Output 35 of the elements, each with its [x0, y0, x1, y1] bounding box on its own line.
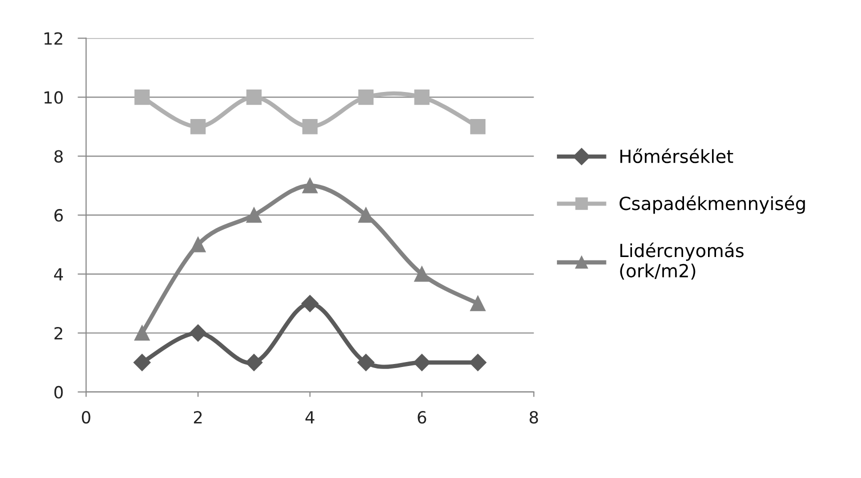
point	[470, 296, 486, 312]
legend-label: Lidércnyomás (ork/m2)	[620, 242, 744, 280]
y-tick-label: 0	[54, 386, 63, 399]
point	[189, 324, 207, 342]
point	[414, 266, 430, 282]
legend-label: Csapadékmennyiség	[620, 196, 805, 214]
x-tick-label: 6	[418, 411, 426, 424]
y-tick-label: 4	[54, 268, 63, 280]
point	[357, 354, 374, 372]
point	[134, 325, 150, 341]
point	[134, 90, 150, 105]
point	[190, 119, 206, 134]
point	[134, 354, 151, 372]
point	[470, 119, 486, 134]
point	[414, 90, 430, 105]
point	[302, 119, 318, 134]
x-tick-label: 2	[194, 411, 202, 424]
point	[190, 236, 206, 252]
point	[413, 354, 430, 372]
y-tick-label: 6	[54, 209, 63, 222]
x-tick-label: 8	[530, 411, 538, 424]
legend-label: Hőmérséklet	[620, 148, 734, 164]
point	[358, 90, 374, 105]
x-tick-label: 4	[305, 411, 314, 424]
point	[246, 207, 262, 223]
point	[301, 294, 319, 312]
point	[246, 90, 262, 105]
y-tick-label: 2	[54, 326, 62, 340]
point	[245, 354, 263, 372]
y-tick-label: 10	[44, 91, 63, 104]
point	[469, 354, 486, 372]
y-tick-label: 8	[54, 150, 63, 163]
y-tick-label: 12	[44, 32, 62, 45]
x-tick-label: 0	[82, 411, 90, 424]
point	[302, 178, 318, 194]
